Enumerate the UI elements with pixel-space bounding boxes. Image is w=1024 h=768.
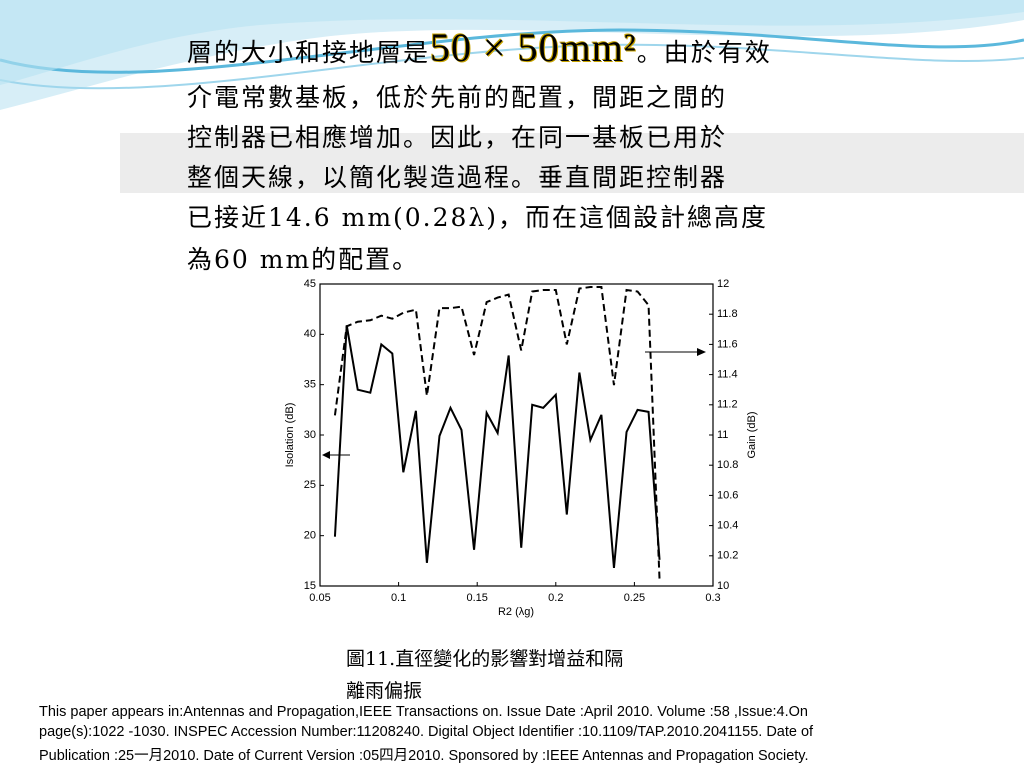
text-line: 層的大小和接地層是50 × 50mm²。由於有效 — [187, 24, 772, 71]
text-line: 控制器已相應增加。因此，在同一基板已用於 — [187, 123, 728, 152]
swoosh — [0, 0, 1024, 110]
x-tick-label: 0.1 — [391, 592, 406, 604]
swoosh — [0, 0, 1024, 85]
x-tick-label: 0.3 — [705, 592, 720, 604]
y2-tick-label: 11.8 — [717, 308, 738, 320]
y-tick-label: 20 — [304, 530, 316, 542]
arrowhead — [322, 451, 330, 459]
chart: R2 (λg) Isolation (dB) Gain (dB) 0.05 0.1… — [262, 270, 774, 632]
x-tick-label: 0.25 — [624, 592, 645, 604]
y2-tick-label: 11.4 — [717, 369, 738, 381]
y2-tick-label: 10.2 — [717, 550, 738, 562]
series-line — [333, 325, 661, 568]
y2-tick-label: 11.2 — [717, 399, 738, 411]
caption: 離雨偏振 — [346, 680, 423, 702]
text: 。由於有效 — [636, 38, 772, 67]
x-axis-label: R2 (λg) — [498, 606, 534, 618]
y2-tick-label: 11.6 — [717, 338, 738, 350]
text-line: 整個天線，以簡化製造過程。垂直間距控制器 — [187, 163, 728, 192]
text-line: 介電常數基板，低於先前的配置，間距之間的 — [187, 83, 728, 112]
x-tick-label: 0.05 — [309, 592, 330, 604]
x-tick-label: 0.15 — [466, 592, 487, 604]
highlight-band — [120, 133, 1024, 193]
header-decoration — [0, 0, 1024, 110]
footer-text: This paper appears in:Antennas and Propa… — [39, 704, 808, 720]
caption: 圖11.直徑變化的影響對增益和隔 — [346, 648, 624, 670]
y2-tick-label: 10 — [717, 580, 729, 592]
arrowhead — [697, 348, 706, 356]
series-line — [333, 286, 661, 581]
text-line: 已接近14.6 mm(0.28λ)，而在這個設計總高度 — [187, 203, 769, 232]
footer-text: page(s):1022 -1030. INSPEC Accession Num… — [39, 724, 814, 740]
text: 層的大小和接地層是 — [187, 38, 431, 67]
x-tick-label: 0.2 — [548, 592, 563, 604]
y-tick-label: 15 — [304, 580, 316, 592]
y-tick-label: 35 — [304, 379, 316, 391]
y2-axis-label: Gain (dB) — [746, 411, 758, 458]
y2-tick-label: 10.6 — [717, 489, 738, 501]
swoosh-line — [0, 28, 1024, 74]
text-line: 為60 mm的配置。 — [187, 245, 420, 274]
swoosh-line — [0, 43, 1024, 90]
y-tick-label: 45 — [304, 278, 316, 290]
footer-text: Publication :25一月2010. Date of Current V… — [39, 748, 809, 764]
y-tick-label: 40 — [304, 328, 316, 340]
y2-tick-label: 10.4 — [717, 520, 738, 532]
y2-tick-label: 11 — [717, 429, 728, 441]
y-tick-label: 30 — [304, 429, 316, 441]
y-tick-label: 25 — [304, 479, 316, 491]
y2-tick-label: 10.8 — [717, 459, 738, 471]
y2-tick-label: 12 — [717, 278, 729, 290]
y-axis-label: Isolation (dB) — [284, 403, 296, 468]
formula: 50 × 50mm² — [430, 25, 637, 70]
